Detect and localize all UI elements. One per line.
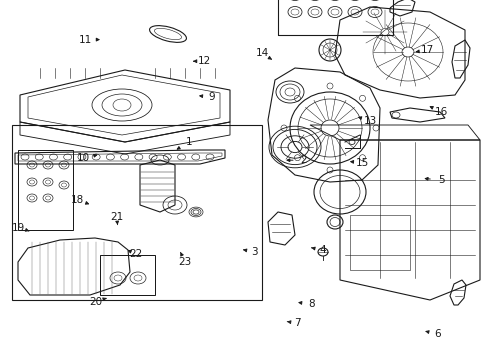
Text: 10: 10: [77, 153, 90, 163]
Text: 13: 13: [363, 116, 377, 126]
Text: 5: 5: [438, 175, 444, 185]
Bar: [350, 215, 410, 270]
Bar: [18, 150, 73, 230]
Text: 19: 19: [12, 222, 25, 233]
Bar: [12, 125, 262, 300]
Text: 8: 8: [308, 299, 315, 309]
Text: 18: 18: [71, 195, 84, 205]
Text: 9: 9: [208, 92, 215, 102]
Text: 12: 12: [198, 56, 212, 66]
Text: 3: 3: [251, 247, 258, 257]
Text: 16: 16: [434, 107, 448, 117]
Text: 2: 2: [300, 155, 307, 165]
Text: 11: 11: [79, 35, 93, 45]
Text: 17: 17: [420, 45, 434, 55]
Text: 4: 4: [319, 245, 326, 255]
Text: 14: 14: [255, 48, 269, 58]
Text: 20: 20: [89, 297, 102, 307]
Text: 21: 21: [110, 212, 123, 222]
Text: 15: 15: [356, 158, 369, 168]
Text: 23: 23: [178, 257, 192, 267]
Bar: [278, 0, 393, 35]
Text: 6: 6: [434, 329, 441, 339]
Text: 7: 7: [294, 318, 301, 328]
Text: 1: 1: [185, 137, 192, 147]
Bar: [100, 255, 155, 295]
Text: 22: 22: [129, 249, 143, 259]
